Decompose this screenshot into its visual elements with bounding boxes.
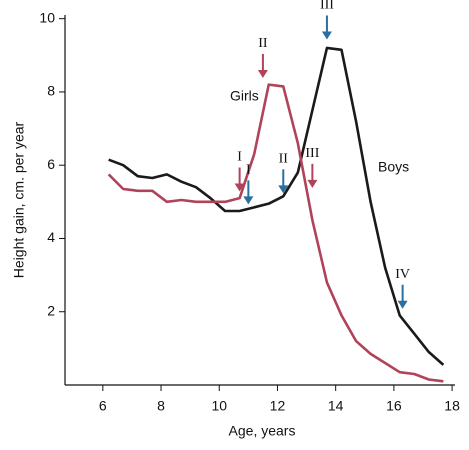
x-tick-label: 6 — [99, 398, 107, 414]
annotation-label: III — [320, 0, 334, 13]
x-tick-label: 16 — [386, 398, 402, 414]
y-tick-label: 4 — [47, 229, 55, 245]
annotation-label: I — [246, 163, 251, 178]
y-tick-label: 8 — [47, 83, 55, 99]
x-tick-label: 14 — [328, 398, 344, 414]
annotation-label: I — [237, 150, 242, 165]
y-axis-label: Height gain, cm. per year — [11, 121, 27, 278]
arrow-head — [257, 69, 268, 78]
arrow-head — [397, 300, 408, 309]
line — [107, 83, 444, 383]
x-tick-label: 8 — [157, 398, 165, 414]
annotation-label: II — [279, 152, 289, 167]
annotation-label: II — [258, 36, 268, 51]
y-tick-label: 2 — [47, 302, 55, 318]
line — [108, 46, 445, 366]
arrow-head — [321, 31, 332, 40]
series-label: Boys — [378, 159, 409, 175]
arrow-head — [243, 196, 254, 205]
x-tick-label: 12 — [270, 398, 286, 414]
x-tick-label: 10 — [211, 398, 227, 414]
arrow-head — [278, 185, 289, 194]
x-tick-label: 18 — [444, 398, 460, 414]
x-axis-label: Age, years — [229, 423, 296, 439]
arrow-head — [307, 179, 318, 188]
arrow-head — [234, 183, 245, 192]
y-tick-label: 6 — [47, 156, 55, 172]
annotation-label: III — [305, 146, 319, 161]
y-tick-label: 10 — [39, 9, 55, 25]
series-label: Girls — [230, 88, 259, 104]
annotation-label: IV — [395, 267, 410, 282]
